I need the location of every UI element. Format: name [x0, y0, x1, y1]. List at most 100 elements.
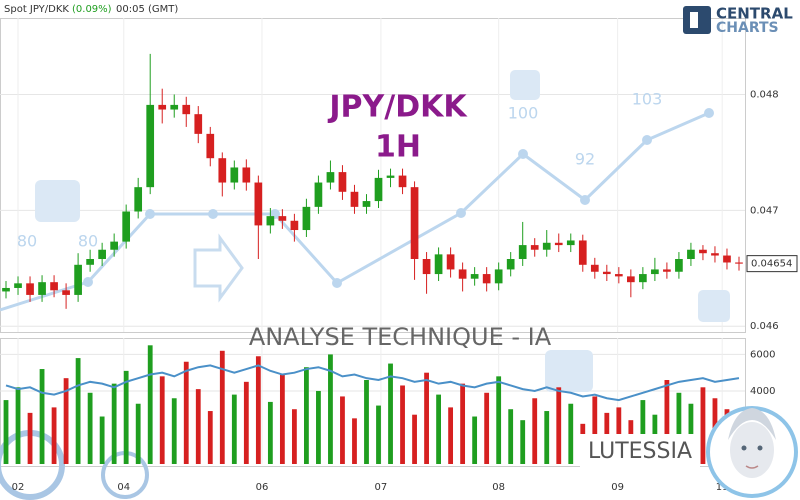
volume-bar	[147, 345, 153, 464]
volume-bar	[424, 372, 429, 464]
volume-bar	[592, 396, 598, 464]
candle-body	[458, 269, 467, 279]
watermark-caption: ANALYSE TECHNIQUE - IA	[249, 323, 552, 351]
volume-bar	[304, 367, 309, 464]
volume-bar	[27, 412, 33, 464]
header-time: 00:05 (GMT)	[116, 4, 178, 15]
candle-body	[278, 216, 287, 221]
candle-body	[314, 182, 323, 207]
candle-body	[326, 172, 335, 183]
volume-bar	[340, 396, 345, 464]
volume-bar	[388, 363, 393, 464]
candle-body	[170, 104, 179, 110]
y-tick-label: 0.048	[750, 89, 779, 100]
watermark-timeframe: 1H	[375, 130, 421, 165]
volume-bar	[207, 411, 213, 464]
candle-body	[627, 276, 635, 283]
brand-box	[580, 434, 700, 468]
ia-score: 80	[78, 232, 98, 251]
volume-bar	[15, 387, 21, 464]
x-tick-label: 08	[492, 482, 505, 493]
candle-body	[482, 274, 491, 284]
candle-body	[230, 167, 239, 183]
candle-body	[86, 259, 94, 265]
candle-body	[566, 240, 575, 246]
volume-bar	[664, 380, 670, 464]
candle-body	[38, 282, 46, 295]
volume-bar	[111, 383, 117, 464]
candle-body	[506, 259, 515, 270]
volume-bar	[183, 361, 189, 464]
x-tick-label: 09	[611, 482, 624, 493]
candle-body	[434, 254, 443, 275]
candle-body	[26, 283, 34, 295]
candle-body	[735, 262, 743, 264]
candle-body	[242, 167, 251, 183]
logo: CENTRAL CHARTS	[683, 5, 793, 36]
y-tick-label: 0.047	[750, 205, 779, 216]
volume-bar	[135, 403, 141, 464]
candle-body	[158, 104, 167, 110]
volume-bar	[75, 358, 81, 464]
volume-bar	[328, 354, 333, 464]
volume-bar	[159, 376, 165, 464]
candle-body	[494, 269, 503, 284]
volume-bar	[520, 420, 526, 464]
volume-bar	[267, 401, 273, 464]
candle-body	[410, 187, 419, 260]
volume-bar	[508, 409, 514, 464]
volume-ma-line	[5, 364, 740, 402]
last-price-label: 0.04654	[751, 259, 792, 270]
last-price-box	[746, 255, 798, 273]
volume-bar	[51, 407, 57, 464]
candle-body	[338, 172, 347, 192]
volume-bar	[472, 416, 478, 464]
candle-body	[578, 240, 587, 265]
volume-bar	[700, 387, 706, 464]
volume-bar	[364, 380, 369, 464]
candle-body	[398, 175, 407, 188]
volume-bar	[171, 398, 177, 464]
x-tick-label: 02	[12, 482, 25, 493]
candle-body	[50, 282, 58, 291]
volume-bar	[99, 416, 105, 464]
candle-body	[182, 104, 191, 115]
volume-bar	[195, 389, 201, 464]
avatar	[706, 406, 798, 498]
volume-bar	[123, 370, 129, 464]
candle-body	[14, 283, 22, 288]
brand: LUTESSIA	[588, 439, 692, 464]
candle-body	[350, 191, 359, 207]
volume-bar	[460, 383, 466, 464]
header-instrument: Spot JPY/DKK	[4, 4, 69, 15]
volume-bar	[544, 411, 550, 464]
volume-tick-label: 4000	[750, 386, 775, 397]
candle-body	[362, 201, 371, 207]
ia-score: 100	[508, 104, 539, 123]
volume-bar	[243, 381, 249, 464]
watermark-pair: JPY/DKK	[327, 90, 468, 125]
volume-bar	[376, 405, 381, 464]
candle-body	[146, 104, 155, 188]
candle-body	[675, 259, 683, 272]
volume-panel	[0, 338, 746, 467]
candle-body	[2, 287, 10, 292]
volume-bar	[39, 369, 45, 464]
candle-body	[422, 259, 431, 275]
volume-bar	[3, 400, 9, 464]
volume-bar	[412, 414, 417, 464]
candle-body	[663, 269, 671, 272]
candle-body	[302, 206, 311, 231]
volume-bar	[87, 392, 93, 464]
volume-bar	[448, 407, 454, 464]
candle-body	[614, 274, 623, 277]
y-tick-label: 0.046	[750, 321, 779, 332]
volume-bar	[316, 390, 321, 464]
candle-body	[723, 255, 731, 263]
volume-bar	[640, 400, 646, 464]
candle-body	[446, 254, 455, 270]
x-tick-label: 04	[117, 482, 130, 493]
candle-body	[374, 177, 383, 202]
candle-body	[266, 216, 275, 226]
